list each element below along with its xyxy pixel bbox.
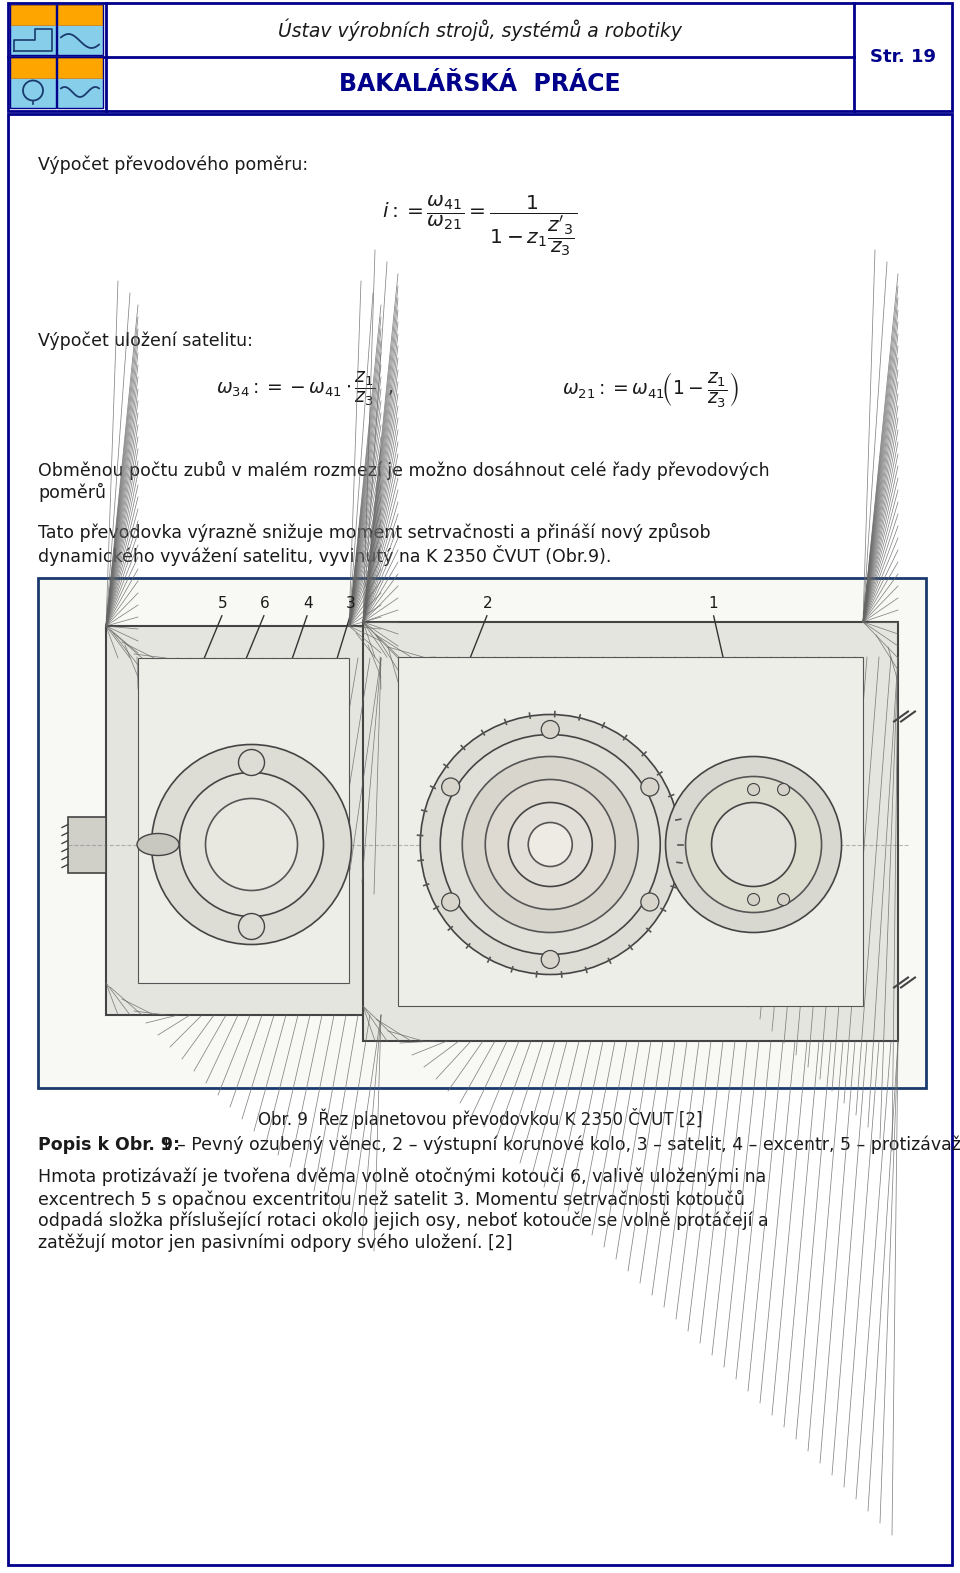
Text: $\omega_{21} := \omega_{41}\!\left(1 - \dfrac{z_1}{z_3}\right)$: $\omega_{21} := \omega_{41}\!\left(1 - \… bbox=[562, 370, 738, 409]
Bar bbox=[10, 5, 56, 55]
Circle shape bbox=[641, 779, 659, 796]
Circle shape bbox=[748, 893, 759, 906]
Text: Výpočet převodového poměru:: Výpočet převodového poměru: bbox=[38, 156, 308, 175]
Text: Obměnou počtu zubů v malém rozmezí je možno dosáhnout celé řady převodových: Obměnou počtu zubů v malém rozmezí je mo… bbox=[38, 461, 770, 480]
Text: 4: 4 bbox=[303, 596, 313, 610]
Text: BAKALÁŘSKÁ  PRÁCE: BAKALÁŘSKÁ PRÁCE bbox=[339, 72, 621, 96]
Circle shape bbox=[711, 802, 796, 887]
Text: 2: 2 bbox=[483, 596, 492, 610]
Circle shape bbox=[541, 720, 560, 738]
Circle shape bbox=[528, 823, 572, 867]
Circle shape bbox=[463, 757, 638, 933]
Text: Ústav výrobních strojů, systémů a robotiky: Ústav výrobních strojů, systémů a roboti… bbox=[278, 19, 682, 41]
Text: Tato převodovka výrazně snižuje moment setrvačnosti a přináší nový způsob: Tato převodovka výrazně snižuje moment s… bbox=[38, 522, 710, 543]
Bar bbox=[138, 658, 349, 983]
Bar bbox=[11, 58, 55, 79]
Circle shape bbox=[441, 735, 660, 955]
Circle shape bbox=[442, 779, 460, 796]
Text: poměrů: poměrů bbox=[38, 483, 106, 502]
Bar bbox=[58, 5, 102, 25]
Circle shape bbox=[238, 914, 265, 939]
Bar bbox=[57, 58, 103, 109]
Text: Str. 19: Str. 19 bbox=[870, 49, 936, 66]
Circle shape bbox=[442, 893, 460, 911]
Circle shape bbox=[641, 893, 659, 911]
Text: 5: 5 bbox=[218, 596, 228, 610]
Text: dynamického vyvážení satelitu, vyvinutý na K 2350 ČVUT (Obr.9).: dynamického vyvážení satelitu, vyvinutý … bbox=[38, 544, 612, 566]
Text: 6: 6 bbox=[260, 596, 270, 610]
Bar bbox=[106, 626, 381, 1015]
Circle shape bbox=[238, 749, 265, 775]
Circle shape bbox=[778, 783, 789, 796]
Text: Popis k Obr. 9:: Popis k Obr. 9: bbox=[38, 1136, 180, 1155]
Bar bbox=[57, 5, 103, 55]
Circle shape bbox=[748, 783, 759, 796]
Circle shape bbox=[541, 950, 560, 969]
Bar bbox=[398, 658, 863, 1007]
Bar bbox=[11, 5, 55, 25]
Bar bbox=[363, 621, 898, 1041]
Circle shape bbox=[778, 893, 789, 906]
Text: 1: 1 bbox=[708, 596, 718, 610]
Circle shape bbox=[420, 714, 681, 975]
Bar bbox=[58, 58, 102, 79]
Circle shape bbox=[205, 799, 298, 890]
Circle shape bbox=[152, 744, 351, 944]
Circle shape bbox=[180, 772, 324, 917]
Text: zatěžují motor jen pasivními odpory svého uložení. [2]: zatěžují motor jen pasivními odpory svéh… bbox=[38, 1233, 513, 1252]
Ellipse shape bbox=[137, 834, 179, 856]
Text: 1 – Pevný ozubený věnec, 2 – výstupní korunové kolo, 3 – satelit, 4 – excentr, 5: 1 – Pevný ozubený věnec, 2 – výstupní ko… bbox=[155, 1136, 960, 1155]
Text: Hmota protizávaží je tvořena dvěma volně otočnými kotouči 6, valivě uloženými na: Hmota protizávaží je tvořena dvěma volně… bbox=[38, 1169, 766, 1186]
Text: odpadá složka příslušející rotaci okolo jejich osy, neboť kotouče se volně protá: odpadá složka příslušející rotaci okolo … bbox=[38, 1213, 769, 1230]
Bar bbox=[10, 58, 56, 109]
Text: excentrech 5 s opačnou excentritou než satelit 3. Momentu setrvačnosti kotoučů: excentrech 5 s opačnou excentritou než s… bbox=[38, 1191, 745, 1210]
Circle shape bbox=[685, 777, 822, 912]
Bar bbox=[68, 816, 106, 873]
Bar bbox=[8, 3, 952, 112]
Bar bbox=[38, 577, 926, 1089]
Circle shape bbox=[485, 780, 615, 909]
Text: 3: 3 bbox=[347, 596, 356, 610]
Text: $i := \dfrac{\omega_{41}}{\omega_{21}} = \dfrac{1}{1 - z_1 \dfrac{z'_3}{z_3}}$: $i := \dfrac{\omega_{41}}{\omega_{21}} =… bbox=[382, 193, 578, 258]
Text: Výpočet uložení satelitu:: Výpočet uložení satelitu: bbox=[38, 330, 252, 349]
Circle shape bbox=[508, 802, 592, 887]
Circle shape bbox=[665, 757, 842, 933]
Text: Obr. 9  Řez planetovou převodovkou K 2350 ČVUT [2]: Obr. 9 Řez planetovou převodovkou K 2350… bbox=[257, 1107, 703, 1129]
Text: $\omega_{34} := -\omega_{41} \cdot \dfrac{z_1}{z_3}$  ,: $\omega_{34} := -\omega_{41} \cdot \dfra… bbox=[216, 370, 394, 409]
